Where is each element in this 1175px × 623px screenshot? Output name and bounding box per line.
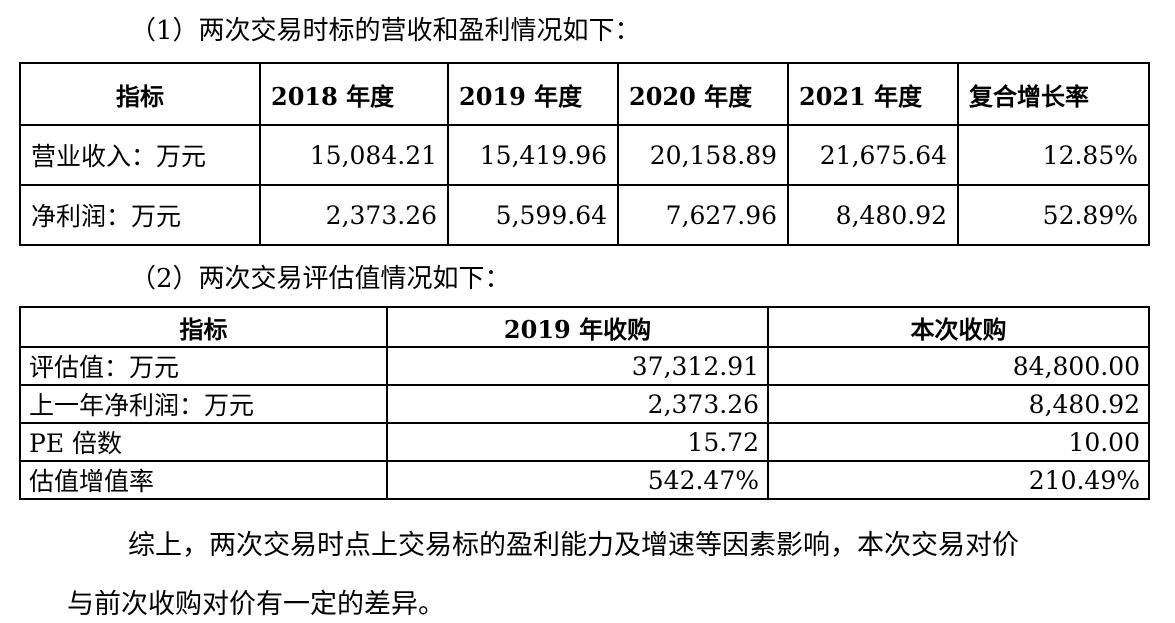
section1-heading: （1）两次交易时标的营收和盈利情况如下： (130, 16, 641, 46)
header-cell: 复合增长率 (957, 62, 1150, 126)
revenue-profit-table: 指标 2018 年度 2019 年度 2020 年度 2021 年度 复合增长率… (19, 62, 1150, 246)
table-cell: 542.47% (386, 460, 769, 500)
row-label: 估值增值率 (19, 460, 388, 500)
header-cell: 指标 (19, 306, 388, 348)
table-header-row: 指标 2019 年收购 本次收购 (19, 306, 1150, 348)
header-cell: 指标 (19, 62, 261, 126)
table-cell: 21,675.64 (787, 124, 959, 186)
header-cell: 2020 年度 (617, 62, 789, 126)
table-row: 上一年净利润：万元 2,373.26 8,480.92 (19, 384, 1150, 424)
table-cell: 15.72 (386, 422, 769, 462)
row-label: 营业收入：万元 (19, 124, 261, 186)
header-cell: 2018 年度 (259, 62, 449, 126)
section2-heading: （2）两次交易评估值情况如下： (130, 264, 511, 294)
table-cell: 15,419.96 (447, 124, 619, 186)
row-label: 评估值：万元 (19, 346, 388, 386)
header-cell: 2019 年度 (447, 62, 619, 126)
table-cell: 8,480.92 (767, 384, 1150, 424)
table-cell: 2,373.26 (386, 384, 769, 424)
row-label: 上一年净利润：万元 (19, 384, 388, 424)
table-cell: 12.85% (957, 124, 1150, 186)
table-cell: 15,084.21 (259, 124, 449, 186)
table-row: PE 倍数 15.72 10.00 (19, 422, 1150, 462)
header-cell: 2019 年收购 (386, 306, 769, 348)
table-row: 净利润：万元 2,373.26 5,599.64 7,627.96 8,480.… (19, 184, 1150, 246)
header-cell: 本次收购 (767, 306, 1150, 348)
table-cell: 2,373.26 (259, 184, 449, 246)
table-cell: 52.89% (957, 184, 1150, 246)
conclusion-line-1: 综上，两次交易时点上交易标的盈利能力及增速等因素影响，本次交易对价 (128, 530, 1019, 561)
table-cell: 37,312.91 (386, 346, 769, 386)
table-row: 估值增值率 542.47% 210.49% (19, 460, 1150, 500)
table-cell: 5,599.64 (447, 184, 619, 246)
row-label: PE 倍数 (19, 422, 388, 462)
table-cell: 84,800.00 (767, 346, 1150, 386)
row-label: 净利润：万元 (19, 184, 261, 246)
table-cell: 10.00 (767, 422, 1150, 462)
conclusion-line-2: 与前次收购对价有一定的差异。 (67, 589, 445, 620)
valuation-table: 指标 2019 年收购 本次收购 评估值：万元 37,312.91 84,800… (19, 306, 1150, 500)
table-row: 营业收入：万元 15,084.21 15,419.96 20,158.89 21… (19, 124, 1150, 186)
table-header-row: 指标 2018 年度 2019 年度 2020 年度 2021 年度 复合增长率 (19, 62, 1150, 126)
table-cell: 7,627.96 (617, 184, 789, 246)
table-cell: 210.49% (767, 460, 1150, 500)
header-cell: 2021 年度 (787, 62, 959, 126)
table-cell: 8,480.92 (787, 184, 959, 246)
table-cell: 20,158.89 (617, 124, 789, 186)
table-row: 评估值：万元 37,312.91 84,800.00 (19, 346, 1150, 386)
